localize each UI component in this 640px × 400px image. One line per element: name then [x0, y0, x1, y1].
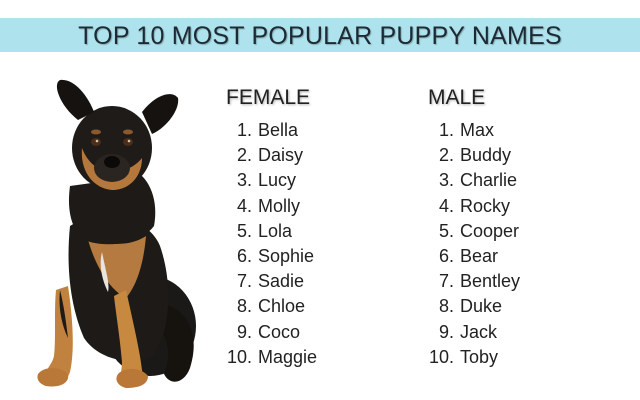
list-item: 4. Molly: [236, 195, 301, 216]
list-item: 9. Jack: [438, 321, 498, 342]
list-item: 6. Bear: [438, 245, 499, 266]
female-names-list: 1. Bella 2. Daisy 3. Lucy 4. Molly 5. Lola 6.…: [226, 118, 317, 370]
list-item: 9. Coco: [236, 321, 301, 342]
list-item: 1. Bella: [236, 120, 299, 140]
list-item: 3. Lucy: [236, 170, 297, 191]
list-item: 1. Max: [438, 120, 495, 140]
list-item: 2. Daisy: [236, 145, 304, 166]
list-item: 2. Buddy: [438, 145, 512, 166]
title-banner: TOP 10 MOST POPULAR PUPPY NAMES: [0, 18, 640, 52]
female-column: FEMALE 1. Bella 2. Daisy 3. Lucy 4. Molly 5.…: [226, 84, 317, 370]
list-item: 7. Bentley: [438, 271, 521, 292]
list-item: 7. Sadie: [236, 271, 305, 292]
list-item: 8. Chloe: [236, 296, 306, 317]
list-item: 10. Toby: [428, 346, 499, 367]
puppy-image: [37, 79, 196, 388]
list-item: 8. Duke: [438, 296, 503, 317]
male-names-list: 1. Max 2. Buddy 3. Charlie 4. Rocky 5. Cooper…: [428, 118, 520, 370]
list-item: 10. Maggie: [226, 346, 318, 367]
male-column: MALE 1. Max 2. Buddy 3. Charlie 4. Rocky 5. C…: [428, 84, 520, 370]
list-item: 6. Sophie: [236, 245, 315, 266]
list-item: 4. Rocky: [438, 195, 511, 216]
male-heading: MALE: [428, 86, 486, 109]
list-item: 3. Charlie: [438, 170, 518, 191]
page-title: TOP 10 MOST POPULAR PUPPY NAMES: [78, 22, 562, 50]
female-heading: FEMALE: [226, 86, 311, 109]
list-item: 5. Cooper: [438, 220, 520, 241]
list-item: 5. Lola: [236, 220, 293, 241]
